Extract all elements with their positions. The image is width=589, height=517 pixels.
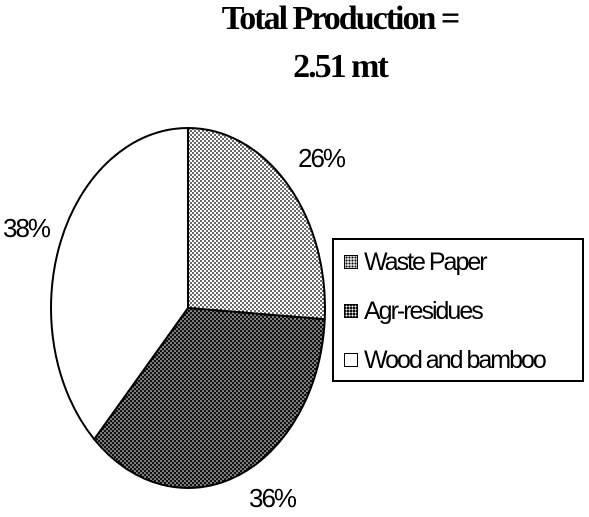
chart-title-line-1: Total Production = [221,0,461,37]
legend-label-waste-paper: Waste Paper [364,247,488,276]
legend-label-agr-residues: Agr-residues [364,296,484,325]
pie-slices [50,127,326,489]
legend-swatch-waste-paper [344,255,358,269]
legend-swatch-wood-bamboo [344,353,358,367]
chart-title-line-2: 2.51 mt [293,48,389,85]
legend-item-agr-residues: Agr-residues [344,294,484,328]
slice-label-wood-bamboo: 38% [3,213,51,243]
pie-slice-wood-and-bamboo [50,127,189,441]
slice-label-agr-residues: 36% [249,483,297,513]
legend-item-wood-bamboo: Wood and bamboo [344,343,547,377]
legend-item-waste-paper: Waste Paper [344,245,488,279]
pie-slice-agr-residues [93,307,326,489]
chart-legend: Waste Paper Agr-residues Wood and bamboo [332,238,584,382]
slice-label-waste-paper: 26% [298,143,346,173]
pie-slice-waste-paper [187,127,326,321]
legend-swatch-agr-residues [344,304,358,318]
legend-label-wood-bamboo: Wood and bamboo [364,345,547,374]
